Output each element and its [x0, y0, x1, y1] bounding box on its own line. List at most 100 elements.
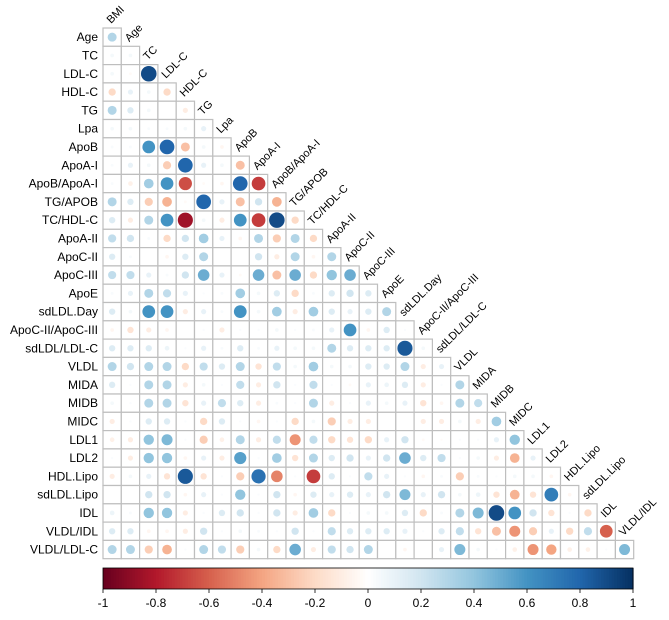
row-label: ApoA-II: [58, 231, 98, 245]
correlation-circle: [143, 434, 154, 445]
correlation-circle: [272, 362, 281, 371]
correlation-circle: [275, 401, 279, 405]
colorbar-segment: [503, 568, 507, 589]
colorbar-segment: [370, 568, 374, 589]
correlation-circle: [127, 437, 134, 443]
correlation-circle: [126, 234, 135, 243]
correlation-circle: [512, 547, 518, 552]
colorbar-segment: [288, 568, 292, 589]
colorbar-segment: [238, 568, 242, 589]
row-label: ApoB/ApoA-I: [29, 177, 98, 191]
colorbar-segment: [521, 568, 525, 589]
colorbar-segment: [587, 568, 592, 589]
colorbar-segment: [516, 568, 520, 589]
colorbar-segment: [566, 568, 570, 589]
correlation-circle: [161, 452, 173, 464]
colorbar-segment: [190, 568, 194, 589]
correlation-circle: [293, 492, 297, 497]
correlation-circle: [110, 182, 114, 185]
colorbar-segment: [598, 568, 602, 589]
correlation-circle: [384, 473, 390, 479]
correlation-circle: [455, 508, 465, 518]
colorbar-segment: [391, 568, 396, 589]
correlation-circle: [107, 545, 117, 555]
correlation-circle: [109, 418, 115, 425]
correlation-circle: [109, 437, 115, 443]
colorbar-segment: [105, 568, 109, 589]
row-label: Lpa: [78, 122, 98, 136]
colorbar-segment: [585, 568, 589, 589]
colorbar-segment: [500, 568, 504, 589]
colorbar-segment: [497, 568, 502, 589]
correlation-circle: [220, 145, 224, 149]
correlation-circle: [254, 198, 263, 206]
colorbar-segment: [203, 568, 207, 589]
correlation-circle: [256, 547, 261, 552]
correlation-circle: [493, 437, 500, 443]
correlation-circle: [599, 524, 613, 538]
row-label: MIDA: [68, 378, 98, 392]
correlation-circle: [255, 382, 262, 388]
correlation-circle: [472, 507, 484, 519]
colorbar-segment: [243, 568, 247, 589]
colorbar-segment: [619, 568, 623, 589]
correlation-circle: [110, 145, 114, 149]
colorbar-segment: [211, 568, 215, 589]
colorbar-segment: [129, 568, 133, 589]
colorbar-segment: [386, 568, 390, 589]
column-label: LDL-C: [160, 50, 191, 81]
correlation-circle: [289, 434, 301, 446]
correlation-circle: [146, 327, 152, 333]
correlation-circle: [146, 272, 152, 278]
correlation-circle: [181, 362, 190, 371]
correlation-circle: [110, 401, 114, 405]
colorbar-segment: [230, 568, 234, 589]
correlation-circle: [310, 491, 317, 498]
correlation-circle: [201, 492, 207, 498]
colorbar-segment: [140, 568, 144, 589]
colorbar-segment: [564, 568, 568, 589]
colorbar-segment: [179, 568, 184, 589]
colorbar-segment: [436, 568, 441, 589]
correlation-circle: [293, 328, 297, 332]
colorbar-segment: [134, 568, 139, 589]
correlation-circle: [219, 327, 225, 333]
correlation-circle: [129, 72, 132, 76]
correlation-circle: [144, 215, 154, 225]
correlation-circle: [143, 452, 154, 464]
row-label: ApoB: [69, 140, 98, 154]
colorbar-tick-label: -1: [98, 596, 109, 610]
colorbar-segment: [182, 568, 186, 589]
correlation-circle: [110, 291, 114, 295]
correlation-circle: [401, 436, 409, 444]
colorbar-segment: [625, 568, 629, 589]
correlation-circle: [127, 107, 134, 114]
correlation-circle: [382, 454, 391, 462]
correlation-circle: [129, 401, 132, 405]
column-label: LDL2: [544, 438, 571, 465]
correlation-circle: [220, 310, 224, 314]
correlation-circle: [145, 418, 152, 425]
correlation-circle: [144, 398, 154, 408]
row-label: LDL-C: [63, 67, 98, 81]
correlation-circle: [201, 145, 206, 149]
colorbar-tick-label: 0: [365, 596, 372, 610]
colorbar-segment: [246, 568, 250, 589]
colorbar-segment: [317, 568, 321, 589]
correlation-circle: [438, 418, 445, 425]
colorbar-segment: [577, 568, 581, 589]
correlation-circle: [129, 145, 132, 149]
correlation-circle: [201, 309, 207, 315]
colorbar-segment: [341, 568, 345, 589]
colorbar-segment: [248, 568, 252, 589]
correlation-circle: [474, 399, 483, 408]
colorbar-segment: [460, 568, 464, 589]
correlation-circle: [455, 398, 465, 408]
colorbar-tick-label: 0.6: [519, 596, 536, 610]
correlation-circle: [148, 256, 150, 258]
correlation-circle: [420, 454, 427, 462]
correlation-circle: [293, 475, 297, 478]
colorbar-segment: [113, 568, 117, 589]
correlation-circle: [458, 438, 462, 441]
colorbar-segment: [458, 568, 462, 589]
